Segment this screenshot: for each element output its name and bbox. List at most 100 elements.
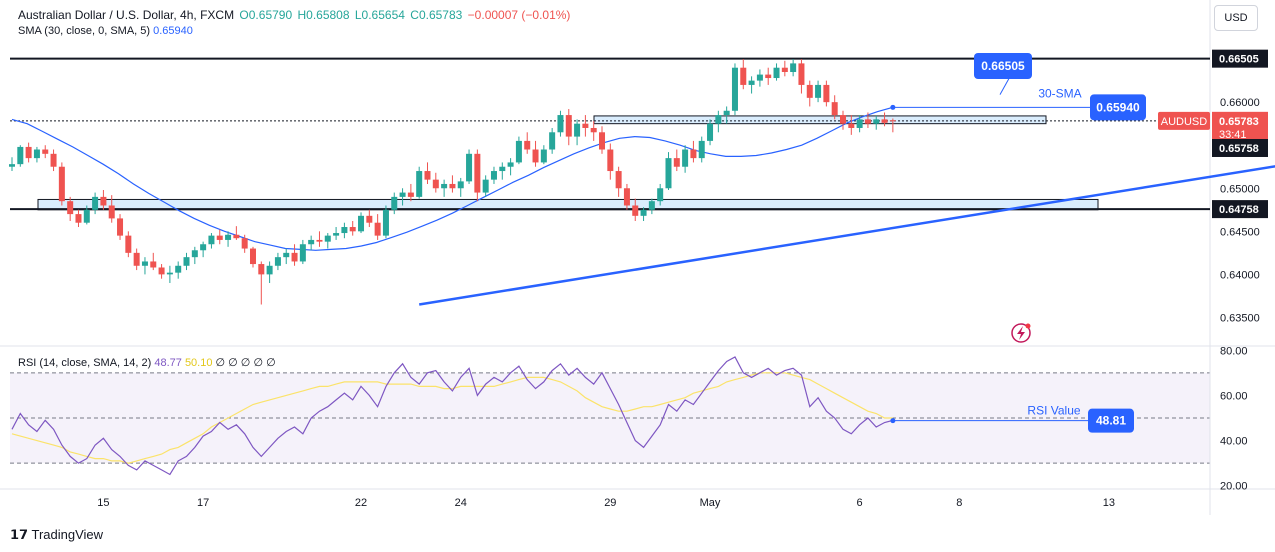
- support-resistance-zone: [593, 115, 1047, 125]
- candle-body: [815, 84, 822, 98]
- rsi-tick-label: 80.00: [1220, 345, 1248, 357]
- price-tag-value: 0.65758: [1219, 143, 1259, 155]
- candle-body: [457, 181, 464, 189]
- candle-body: [798, 63, 805, 85]
- price-tick-label: 0.64500: [1220, 226, 1260, 238]
- candle-body: [283, 252, 290, 258]
- candle-body: [648, 201, 655, 210]
- candle-body: [316, 239, 323, 242]
- candle-body: [216, 235, 223, 240]
- candle-body: [200, 244, 207, 251]
- candle-body: [166, 272, 173, 275]
- candle-body: [599, 132, 606, 150]
- candle-body: [632, 205, 639, 216]
- callout-dot: [890, 104, 896, 110]
- candle-body: [382, 209, 389, 236]
- candle-body: [141, 261, 148, 266]
- time-tick-label: 8: [956, 497, 962, 509]
- time-tick-label: 24: [455, 497, 467, 509]
- time-tick-label: 15: [97, 497, 109, 509]
- candle-body: [249, 248, 256, 265]
- tv-logo-icon: 𝟭𝟳: [10, 527, 29, 542]
- candle-body: [715, 115, 722, 124]
- candle-body: [790, 63, 797, 73]
- tv-logo-text: TradingView: [31, 527, 104, 542]
- candle-body: [9, 164, 15, 167]
- callout-high-value: 0.66505: [981, 59, 1025, 73]
- candle-body: [291, 252, 298, 262]
- rsi-label-extra: ∅ ∅ ∅ ∅ ∅: [215, 357, 276, 369]
- candle-body: [673, 158, 680, 167]
- time-tick-label: 13: [1103, 497, 1115, 509]
- symbol-tag: [1158, 111, 1210, 130]
- candle-body: [690, 149, 697, 159]
- candle-body: [740, 67, 747, 85]
- candle-body: [92, 196, 99, 210]
- candle-body: [274, 257, 281, 266]
- candle-body: [374, 222, 381, 236]
- candle-body: [33, 149, 40, 159]
- sma-indicator-label[interactable]: SMA (30, close, 0, SMA, 5) 0.65940: [18, 25, 193, 37]
- rsi-tick-label: 60.00: [1220, 390, 1248, 402]
- candle-body: [67, 201, 74, 215]
- candle-body: [864, 119, 871, 124]
- candle-body: [565, 115, 572, 137]
- sma-line: [11, 106, 894, 251]
- candle-body: [831, 102, 838, 116]
- candle-body: [707, 123, 714, 141]
- candle-body: [723, 110, 730, 116]
- candle-body: [25, 146, 32, 159]
- callout-box-sma: [1090, 94, 1146, 121]
- tradingview-logo[interactable]: 𝟭𝟳 TradingView: [10, 527, 103, 543]
- ohlc-close: C0.65783: [410, 8, 463, 22]
- candle-body: [848, 123, 855, 128]
- current-price-value: 0.65783: [1219, 116, 1259, 128]
- candle-body: [449, 183, 456, 189]
- lightning-icon-glyph: [1017, 326, 1025, 340]
- candle-body: [748, 80, 755, 85]
- candle-body: [823, 84, 830, 103]
- candle-body: [515, 140, 522, 163]
- candle-body: [582, 123, 589, 128]
- candle-body: [482, 179, 489, 193]
- candle-body: [308, 239, 315, 245]
- rsi-indicator-label[interactable]: RSI (14, close, SMA, 14, 2) 48.77 50.10 …: [18, 356, 276, 369]
- candle-body: [349, 227, 356, 232]
- currency-button[interactable]: USD: [1214, 5, 1258, 31]
- time-tick-label: 6: [857, 497, 863, 509]
- candle-body: [540, 149, 547, 163]
- rsi-line: [11, 356, 894, 476]
- candle-body: [532, 149, 539, 163]
- candle-body: [42, 149, 49, 154]
- candle-body: [108, 205, 115, 219]
- time-tick-label: May: [700, 497, 721, 509]
- candle-body: [607, 149, 614, 172]
- candle-body: [490, 171, 497, 180]
- rsi-tick-label: 40.00: [1220, 436, 1248, 448]
- candle-body: [524, 140, 531, 150]
- candle-body: [889, 120, 896, 122]
- candle-body: [366, 215, 373, 223]
- candle-body: [258, 264, 265, 275]
- candle-body: [773, 67, 780, 79]
- symbol-title[interactable]: Australian Dollar / U.S. Dollar, 4h, FXC…: [18, 8, 235, 22]
- callout-box-rsi: [1088, 408, 1134, 433]
- candle-body: [549, 132, 556, 150]
- candle-body: [698, 140, 705, 159]
- candle-body: [158, 267, 165, 275]
- candle-body: [75, 214, 82, 223]
- candle-body: [657, 188, 664, 202]
- candle-body: [424, 171, 431, 180]
- callout-rsi-note: RSI Value: [1027, 404, 1080, 418]
- rsi-tick-label: 20.00: [1220, 481, 1248, 493]
- time-tick-label: 22: [355, 497, 367, 509]
- candle-body: [341, 227, 348, 234]
- candle-body: [499, 166, 506, 172]
- candle-body: [574, 123, 581, 137]
- candle-body: [781, 67, 788, 73]
- time-tick-label: 17: [197, 497, 209, 509]
- candle-body: [233, 234, 240, 239]
- candle-body: [881, 119, 888, 123]
- candle-body: [682, 149, 689, 167]
